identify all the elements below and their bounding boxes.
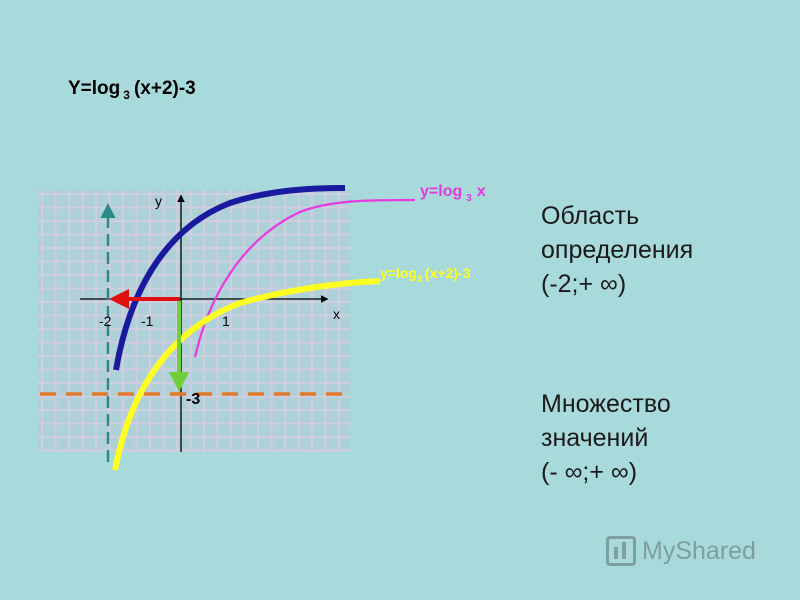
- shifted-label-suffix: (x+2)-3: [425, 265, 471, 281]
- range-line: значений: [541, 424, 649, 452]
- shifted-curve-label: y=log3 (x+2)-3: [380, 265, 471, 284]
- presentation-logo-icon: [606, 536, 636, 566]
- domain-line: определения: [541, 236, 694, 264]
- shifted-label-base: 3: [417, 274, 422, 284]
- formula-title-suffix: (x+2)-3: [133, 78, 196, 99]
- domain-line: Область: [541, 202, 640, 230]
- x-axis-label: x: [333, 306, 340, 322]
- shifted-label-prefix: y=log: [380, 265, 417, 281]
- range-value: (- ∞;+ ∞): [541, 458, 638, 486]
- log3x-curve: [193, 198, 416, 358]
- shifted-left-curve: [113, 185, 346, 371]
- shifted-final-curve: [112, 278, 381, 471]
- y-axis-label: y: [155, 193, 162, 209]
- domain-block: Область определения (-2;+ ∞): [541, 199, 693, 301]
- formula-title: Y=log 3 (x+2)-3: [68, 78, 196, 102]
- y-shift-label: -3: [186, 391, 200, 408]
- log3x-label-base: 3: [466, 193, 472, 204]
- formula-title-base: 3: [123, 88, 130, 102]
- formula-title-prefix: Y=log: [68, 78, 121, 99]
- watermark-text: MyShared: [642, 536, 756, 565]
- grid-lines: [38, 190, 350, 452]
- x-tick-label: -1: [141, 313, 154, 329]
- watermark: MyShared: [606, 536, 756, 566]
- range-line: Множество: [541, 390, 671, 418]
- log3x-curve-label: y=log 3 x: [420, 183, 486, 204]
- range-block: Множество значений (- ∞;+ ∞): [541, 387, 671, 489]
- log3x-label-prefix: y=log: [420, 183, 462, 200]
- x-tick-label: -2: [99, 313, 112, 329]
- x-tick-label: 1: [222, 313, 230, 329]
- domain-value: (-2;+ ∞): [541, 270, 627, 298]
- grid-panel: [38, 190, 350, 452]
- log3x-label-suffix: x: [477, 183, 486, 200]
